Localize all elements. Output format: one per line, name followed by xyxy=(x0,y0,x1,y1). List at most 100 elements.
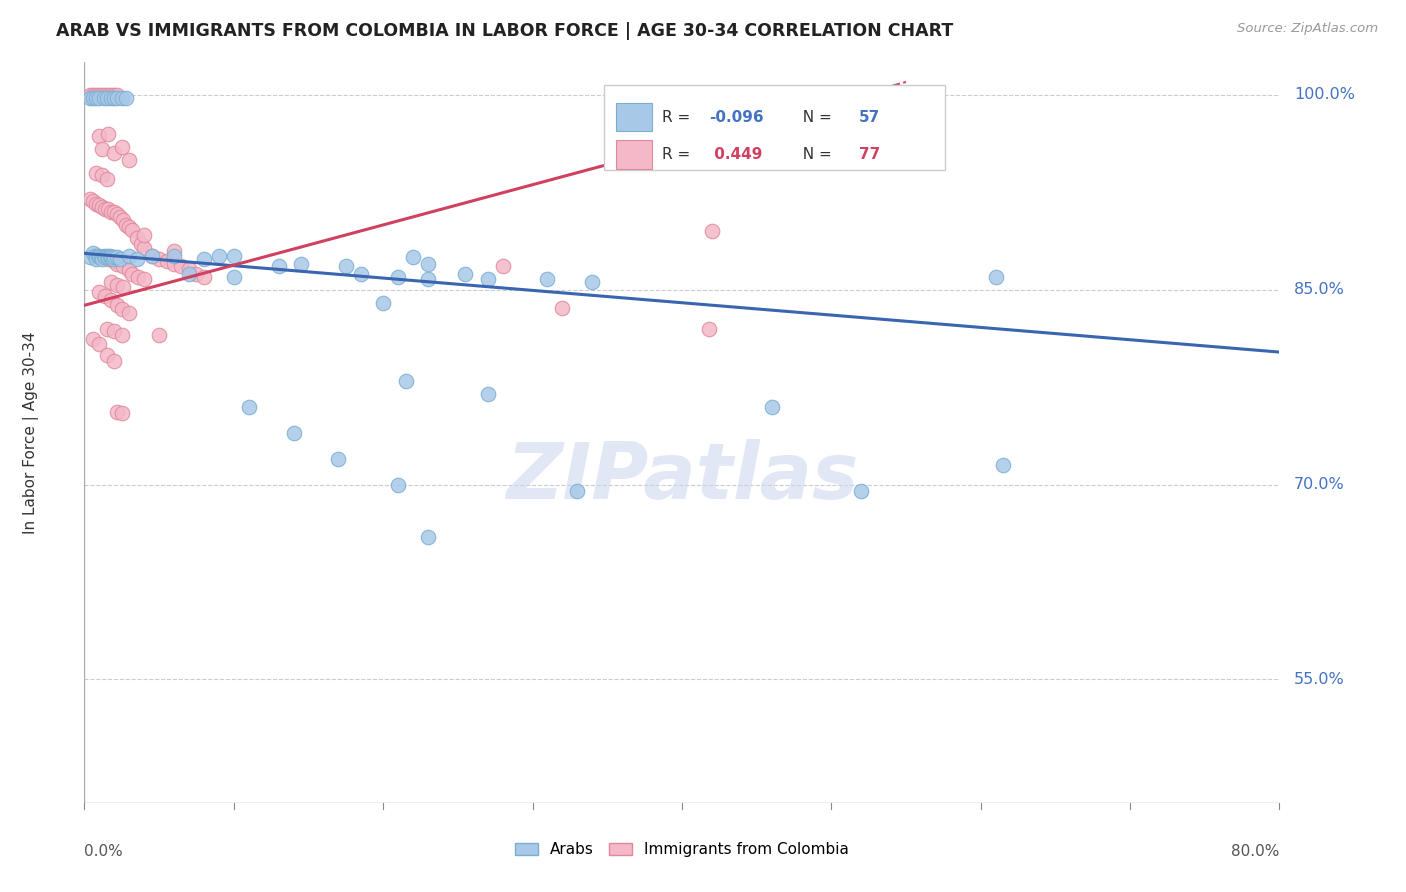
Point xyxy=(103,87,125,102)
Point xyxy=(118,263,141,277)
Point xyxy=(416,272,439,286)
Point xyxy=(121,267,143,281)
Point xyxy=(110,252,132,266)
Point xyxy=(454,267,477,281)
Point xyxy=(110,210,132,224)
Point xyxy=(118,249,141,263)
Point xyxy=(761,400,783,414)
Text: ZIPatlas: ZIPatlas xyxy=(506,439,858,515)
Point xyxy=(112,212,135,227)
Point xyxy=(97,250,120,264)
Point xyxy=(350,267,373,281)
Point xyxy=(551,301,574,315)
Point xyxy=(193,252,215,266)
Point xyxy=(89,90,111,104)
FancyBboxPatch shape xyxy=(605,85,945,169)
Point xyxy=(121,223,143,237)
Point xyxy=(335,260,357,274)
Text: 0.449: 0.449 xyxy=(710,147,763,162)
Point xyxy=(115,218,138,232)
Point xyxy=(97,252,120,266)
Point xyxy=(111,328,134,343)
Point xyxy=(177,267,200,281)
FancyBboxPatch shape xyxy=(616,103,652,131)
Point xyxy=(328,451,350,466)
Point xyxy=(91,87,114,102)
Point xyxy=(991,458,1014,472)
Point xyxy=(103,204,125,219)
Point xyxy=(193,269,215,284)
Text: 77: 77 xyxy=(859,147,880,162)
Point xyxy=(91,169,114,183)
Point xyxy=(94,87,117,102)
Point xyxy=(141,249,163,263)
Point xyxy=(100,90,122,104)
Point xyxy=(238,400,260,414)
Text: R =: R = xyxy=(662,147,695,162)
Point xyxy=(103,146,125,161)
Point xyxy=(91,250,114,264)
Point xyxy=(118,153,141,167)
Text: N =: N = xyxy=(793,147,837,162)
Text: N =: N = xyxy=(793,110,837,125)
Point xyxy=(373,295,395,310)
Point xyxy=(132,241,156,255)
Point xyxy=(851,484,873,499)
Point xyxy=(96,90,118,104)
Text: R =: R = xyxy=(662,110,695,125)
Point xyxy=(283,425,305,440)
Point xyxy=(82,87,104,102)
Point xyxy=(290,257,312,271)
Point xyxy=(141,249,163,263)
Point xyxy=(86,252,108,266)
Point xyxy=(86,197,108,211)
Point xyxy=(581,275,603,289)
Point xyxy=(96,348,118,362)
Text: 100.0%: 100.0% xyxy=(1294,87,1355,103)
Point xyxy=(105,87,128,102)
Point xyxy=(129,237,152,252)
Point xyxy=(86,90,108,104)
Point xyxy=(82,194,104,209)
Point xyxy=(82,332,104,346)
Text: ARAB VS IMMIGRANTS FROM COLOMBIA IN LABOR FORCE | AGE 30-34 CORRELATION CHART: ARAB VS IMMIGRANTS FROM COLOMBIA IN LABO… xyxy=(56,22,953,40)
Point xyxy=(94,250,117,264)
Point xyxy=(984,269,1007,284)
Point xyxy=(103,254,125,268)
Point xyxy=(105,207,128,221)
Point xyxy=(89,87,111,102)
Point xyxy=(118,306,141,320)
Point xyxy=(91,200,114,214)
Point xyxy=(103,354,125,368)
Point xyxy=(97,87,120,102)
Text: -0.096: -0.096 xyxy=(710,110,763,125)
Point xyxy=(105,250,128,264)
Point xyxy=(100,87,122,102)
Point xyxy=(87,249,110,263)
Point xyxy=(111,90,134,104)
Point xyxy=(82,246,104,260)
Point xyxy=(697,322,720,336)
Point xyxy=(111,302,134,317)
Point xyxy=(118,220,141,235)
Point xyxy=(89,249,111,263)
Point xyxy=(79,87,101,102)
Point xyxy=(79,192,101,206)
Point xyxy=(93,90,115,104)
Legend: Arabs, Immigrants from Colombia: Arabs, Immigrants from Colombia xyxy=(509,836,855,863)
Point xyxy=(127,269,149,284)
Point xyxy=(112,280,135,294)
Point xyxy=(125,231,148,245)
Point xyxy=(93,249,115,263)
Text: 85.0%: 85.0% xyxy=(1294,282,1344,297)
Point xyxy=(97,127,120,141)
Point xyxy=(100,293,122,307)
Point xyxy=(394,374,416,388)
Point xyxy=(91,143,114,157)
Text: Source: ZipAtlas.com: Source: ZipAtlas.com xyxy=(1237,22,1378,36)
Point xyxy=(105,90,128,104)
Point xyxy=(163,244,186,258)
Point xyxy=(170,260,193,274)
Point xyxy=(105,257,128,271)
Point xyxy=(700,224,723,238)
